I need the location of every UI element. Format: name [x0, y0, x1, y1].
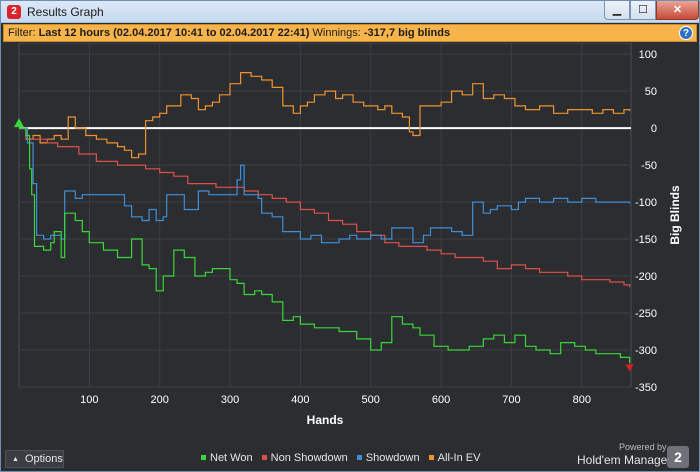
x-tick-labels: 100 200 300 400 500 600 700 800 — [80, 394, 591, 406]
legend-label: All-In EV — [437, 452, 481, 464]
minimize-button[interactable]: ▁ — [604, 1, 630, 20]
title-bar[interactable]: 2 Results Graph ▁ ☐ ✕ — [1, 1, 699, 23]
legend-swatch — [428, 455, 434, 460]
y-tick-label: -150 — [635, 234, 657, 246]
powered-by-text: Powered by — [619, 442, 667, 452]
y-tick-label: -50 — [641, 160, 657, 172]
options-button[interactable]: ▲ Options — [5, 450, 64, 468]
legend-label: Net Won — [210, 452, 253, 464]
filter-bar[interactable]: Filter: Last 12 hours (02.04.2017 10:41 … — [3, 24, 697, 42]
help-icon[interactable]: ? — [679, 26, 693, 40]
y-tick-label: -250 — [635, 308, 657, 320]
options-label: Options — [24, 453, 63, 465]
filter-value: Last 12 hours (02.04.2017 10:41 to 02.04… — [38, 27, 310, 39]
x-tick-label: 700 — [502, 394, 520, 406]
y-tick-label: -100 — [635, 197, 657, 209]
close-button[interactable]: ✕ — [656, 1, 699, 20]
maximize-button[interactable]: ☐ — [630, 1, 656, 20]
series-line-net-won — [19, 127, 631, 364]
x-axis-label: Hands — [307, 413, 344, 427]
y-tick-label: -350 — [635, 382, 657, 394]
legend-item-all-in-ev[interactable]: All-In EV — [428, 452, 481, 464]
x-tick-label: 800 — [573, 394, 591, 406]
brand-name: Hold'em Manager — [577, 453, 672, 467]
caret-up-icon: ▲ — [12, 456, 19, 463]
x-tick-label: 300 — [221, 394, 239, 406]
winnings-label: Winnings: — [312, 27, 361, 39]
y-tick-label: -200 — [635, 271, 657, 283]
end-marker — [625, 364, 634, 372]
x-tick-label: 600 — [432, 394, 450, 406]
legend-swatch — [261, 455, 267, 460]
legend-item-non-showdown[interactable]: Non Showdown — [261, 452, 348, 464]
legend-swatch — [201, 455, 206, 460]
series-line-all-in-ev — [19, 72, 631, 159]
window-title: Results Graph — [27, 5, 104, 19]
app-icon: 2 — [7, 5, 21, 19]
y-tick-label: 0 — [651, 123, 657, 135]
legend-swatch — [356, 455, 362, 460]
filter-label: Filter: — [8, 27, 36, 39]
y-tick-label: -300 — [635, 345, 657, 357]
x-tick-label: 500 — [362, 394, 380, 406]
results-chart: 100 200 300 400 500 600 700 800 100500-50-100-1… — [14, 43, 682, 427]
winnings-value: -317,7 big blinds — [363, 27, 451, 39]
series-line-non-showdown — [19, 127, 631, 288]
chart-legend: Net Won Non Showdown Showdown All-In EV — [201, 452, 486, 464]
x-tick-label: 100 — [80, 394, 98, 406]
plot-area — [18, 43, 632, 388]
x-tick-label: 200 — [151, 394, 169, 406]
start-marker — [14, 118, 24, 128]
series-lines — [19, 72, 631, 364]
legend-item-net-won[interactable]: Net Won — [201, 452, 253, 464]
brand-logo: 2 — [667, 446, 689, 468]
legend-label: Showdown — [365, 452, 420, 464]
legend-label: Non Showdown — [270, 452, 348, 464]
y-tick-label: 50 — [645, 86, 657, 98]
y-tick-labels: 100 50 0 -50 -100 -150 -200 -250 -300 -350 — [635, 49, 657, 394]
y-tick-label: 100 — [639, 49, 657, 61]
legend-item-showdown[interactable]: Showdown — [356, 452, 420, 464]
series-line-showdown — [19, 127, 631, 244]
y-axis-label: Big Blinds — [668, 185, 682, 245]
x-tick-label: 400 — [291, 394, 309, 406]
